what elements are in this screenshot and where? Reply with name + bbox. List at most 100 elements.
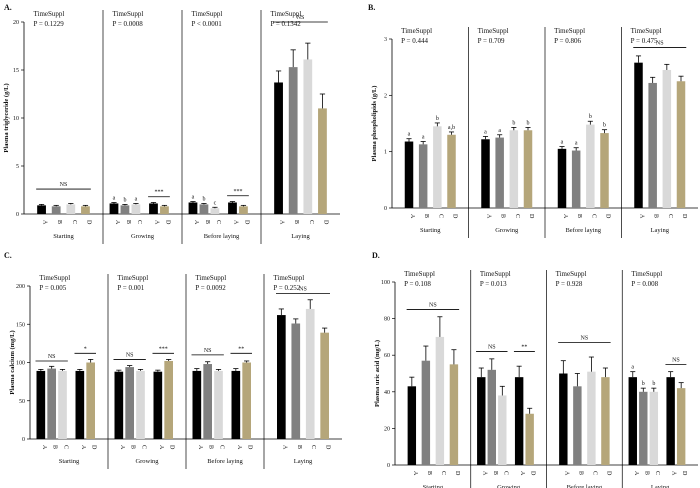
bar-B	[573, 386, 582, 465]
treatment-label: B	[52, 445, 58, 449]
bar-A	[192, 370, 202, 439]
panel-label: D.	[372, 251, 380, 260]
bar-C	[214, 370, 223, 439]
bar-D	[318, 108, 327, 214]
stat-title: TimeSuppl	[631, 270, 662, 278]
y-axis-label: Plasma uric acid (mg/L)	[374, 340, 381, 407]
period-label: Growing	[497, 484, 521, 488]
treatment-label: C	[71, 220, 77, 224]
treatment-label: D	[164, 220, 170, 225]
y-tick-label: 40	[384, 390, 390, 396]
treatment-label: A	[639, 214, 645, 219]
y-axis-label: Plasma calcium (mg/L)	[9, 330, 16, 394]
stat-title: TimeSuppl	[556, 270, 587, 278]
bar-A	[274, 82, 283, 214]
significance-letter: b	[603, 123, 606, 129]
bar-D	[523, 130, 533, 208]
bar-A	[114, 371, 124, 439]
annotation-text: NS	[60, 182, 68, 188]
annotation-text: NS	[581, 335, 589, 341]
panel-label: C.	[4, 251, 12, 260]
stat-title: TimeSuppl	[631, 27, 662, 35]
treatment-label: D	[454, 471, 460, 476]
treatment-label: D	[452, 214, 458, 219]
significance-letter: a	[408, 132, 411, 138]
bar-D	[81, 206, 90, 214]
bar-D	[86, 362, 95, 439]
y-tick-label: 60	[384, 353, 390, 359]
treatment-label: A	[114, 220, 120, 225]
y-tick-label: 0	[384, 206, 387, 212]
bar-C	[433, 126, 442, 208]
treatment-label: A	[193, 220, 199, 225]
period-label: Growing	[495, 227, 519, 234]
y-tick-label: 50	[19, 399, 25, 405]
treatment-label: D	[681, 214, 687, 219]
treatment-label: D	[247, 445, 253, 450]
treatment-label: A	[236, 445, 242, 450]
treatment-label: A	[158, 445, 164, 450]
bar-B	[120, 205, 130, 214]
annotation-text: **	[238, 346, 244, 352]
period-group: TimeSuppl P = 0.252 A B C D NS Laying	[273, 274, 330, 465]
bar-C	[662, 69, 672, 208]
treatment-label: B	[125, 220, 131, 224]
bar-D	[601, 377, 610, 465]
bar-A	[188, 202, 198, 214]
annotation-text: NS	[48, 354, 56, 360]
treatment-label: D	[325, 445, 331, 450]
bar-C	[498, 395, 507, 465]
stat-p-value: P = 0.008	[631, 280, 658, 288]
treatment-label: C	[310, 445, 316, 449]
y-tick-label: 15	[13, 68, 19, 74]
treatment-label: A	[519, 471, 525, 476]
stat-p-value: P = 0.1229	[33, 20, 64, 28]
period-label: Before laying	[565, 227, 601, 234]
stat-title: TimeSuppl	[117, 274, 148, 282]
y-axis-label: Plasma triglyceride (g/L)	[3, 83, 10, 152]
treatment-label: C	[437, 214, 443, 218]
period-group: TimeSuppl P = 0.1229 A B C D NS Starting	[33, 10, 104, 244]
treatment-label: B	[426, 471, 432, 475]
treatment-label: B	[653, 214, 659, 218]
treatment-label: A	[153, 220, 159, 225]
bar-C	[136, 370, 145, 439]
bar-D	[320, 332, 329, 439]
treatment-label: D	[530, 471, 536, 476]
bar-D	[525, 413, 534, 465]
bar-D	[676, 81, 686, 208]
panel-label: B.	[368, 3, 375, 12]
chart-panel-4: D. 0 20 40 60 80 100 Plasma uric acid (mg/L) Tim…	[372, 251, 698, 488]
significance-letter: a	[575, 141, 578, 147]
treatment-label: B	[56, 220, 62, 224]
bar-D	[164, 360, 173, 439]
bar-A	[231, 370, 241, 439]
treatment-label: C	[63, 445, 69, 449]
bar-C	[305, 308, 315, 439]
treatment-label: D	[322, 220, 328, 225]
period-label: Starting	[59, 458, 80, 465]
bar-A	[666, 377, 675, 465]
bar-A	[149, 203, 158, 214]
treatment-label: B	[130, 445, 136, 449]
period-label: Before laying	[567, 484, 603, 488]
bar-C	[435, 336, 445, 465]
treatment-label: A	[281, 445, 287, 450]
period-group: TimeSuppl P = 0.1342 A B C D NS Laying	[270, 10, 328, 240]
treatment-label: A	[481, 471, 487, 476]
y-tick-label: 0	[22, 437, 25, 443]
bar-B	[571, 150, 581, 208]
bar-B	[125, 367, 134, 439]
stat-title: TimeSuppl	[39, 274, 70, 282]
stat-title: TimeSuppl	[112, 10, 143, 18]
bar-A	[109, 203, 119, 214]
bar-D	[447, 134, 456, 208]
bar-A	[404, 141, 414, 208]
treatment-label: D	[528, 214, 534, 219]
bar-A	[559, 373, 568, 465]
stat-p-value: P = 0.001	[117, 284, 144, 292]
bar-B	[418, 144, 428, 208]
treatment-label: A	[671, 471, 677, 476]
bar-B	[421, 360, 431, 465]
